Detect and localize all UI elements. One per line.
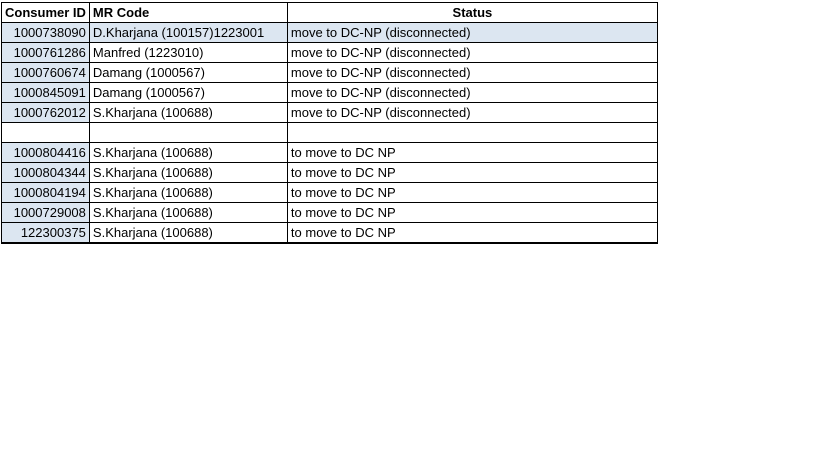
cell-status[interactable]: to move to DC NP	[286, 142, 658, 163]
table-row	[1, 122, 658, 143]
table-row: 1000804416 S.Kharjana (100688) to move t…	[1, 142, 658, 163]
table-row: 1000845091 Damang (1000567) move to DC-N…	[1, 82, 658, 103]
cell-status[interactable]: to move to DC NP	[286, 202, 658, 223]
cell-mr-code[interactable]: Damang (1000567)	[88, 82, 288, 103]
cell-consumer-id[interactable]: 1000804344	[1, 162, 90, 183]
cell-status[interactable]: move to DC-NP (disconnected)	[286, 22, 658, 43]
consumer-status-table: Consumer ID MR Code Status 1000738090 D.…	[1, 2, 658, 244]
table-row: 1000761286 Manfred (1223010) move to DC-…	[1, 42, 658, 63]
cell-mr-code[interactable]: Damang (1000567)	[88, 62, 288, 83]
cell-status[interactable]	[286, 122, 658, 143]
cell-mr-code[interactable]: S.Kharjana (100688)	[88, 162, 288, 183]
cell-mr-code[interactable]: S.Kharjana (100688)	[88, 202, 288, 223]
cell-mr-code[interactable]: Manfred (1223010)	[88, 42, 288, 63]
cell-status[interactable]: move to DC-NP (disconnected)	[286, 42, 658, 63]
cell-status[interactable]: move to DC-NP (disconnected)	[286, 82, 658, 103]
cell-consumer-id[interactable]: 1000761286	[1, 42, 90, 63]
cell-status[interactable]: to move to DC NP	[286, 222, 658, 244]
cell-consumer-id[interactable]: 1000845091	[1, 82, 90, 103]
table-row: 1000804344 S.Kharjana (100688) to move t…	[1, 162, 658, 183]
cell-consumer-id[interactable]: 1000729008	[1, 202, 90, 223]
cell-mr-code[interactable]: S.Kharjana (100688)	[88, 142, 288, 163]
table-row: 1000804194 S.Kharjana (100688) to move t…	[1, 182, 658, 203]
cell-consumer-id[interactable]: 1000804194	[1, 182, 90, 203]
cell-mr-code[interactable]: D.Kharjana (100157)1223001	[88, 22, 288, 43]
table-row: 1000762012 S.Kharjana (100688) move to D…	[1, 102, 658, 123]
table-row: 1000760674 Damang (1000567) move to DC-N…	[1, 62, 658, 83]
cell-status[interactable]: move to DC-NP (disconnected)	[286, 62, 658, 83]
header-consumer-id[interactable]: Consumer ID	[1, 2, 90, 23]
table-row: 122300375 S.Kharjana (100688) to move to…	[1, 222, 658, 244]
cell-mr-code[interactable]: S.Kharjana (100688)	[88, 102, 288, 123]
cell-consumer-id[interactable]: 1000804416	[1, 142, 90, 163]
cell-status[interactable]: to move to DC NP	[286, 182, 658, 203]
header-row: Consumer ID MR Code Status	[1, 2, 658, 23]
cell-mr-code[interactable]: S.Kharjana (100688)	[88, 222, 288, 244]
header-status[interactable]: Status	[286, 2, 658, 23]
cell-consumer-id[interactable]: 1000760674	[1, 62, 90, 83]
table-row: 1000729008 S.Kharjana (100688) to move t…	[1, 202, 658, 223]
cell-status[interactable]: move to DC-NP (disconnected)	[286, 102, 658, 123]
cell-consumer-id[interactable]: 122300375	[1, 222, 90, 244]
cell-mr-code[interactable]	[88, 122, 288, 143]
table-row: 1000738090 D.Kharjana (100157)1223001 mo…	[1, 22, 658, 43]
cell-consumer-id[interactable]	[1, 122, 90, 143]
cell-consumer-id[interactable]: 1000762012	[1, 102, 90, 123]
table-body: 1000738090 D.Kharjana (100157)1223001 mo…	[1, 22, 658, 244]
header-mr-code[interactable]: MR Code	[88, 2, 288, 23]
cell-mr-code[interactable]: S.Kharjana (100688)	[88, 182, 288, 203]
cell-status[interactable]: to move to DC NP	[286, 162, 658, 183]
cell-consumer-id[interactable]: 1000738090	[1, 22, 90, 43]
